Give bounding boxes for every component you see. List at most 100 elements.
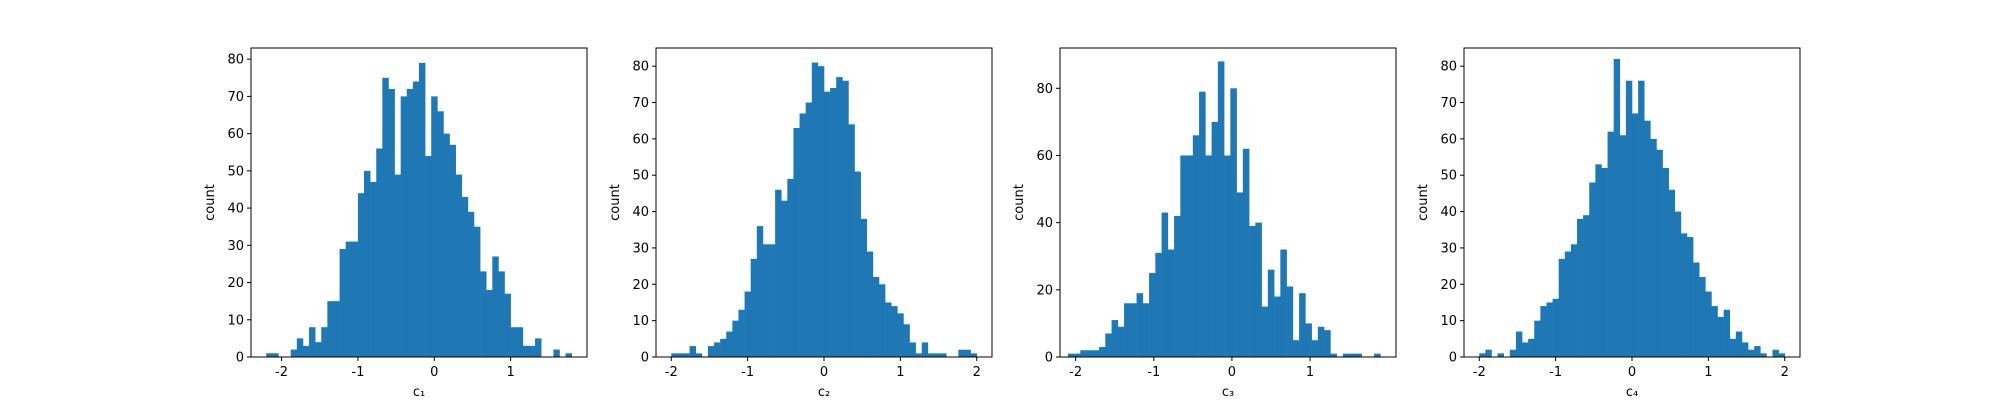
bar (449, 144, 456, 357)
bar (1192, 135, 1200, 357)
y-tick-label: 0 (1449, 351, 1457, 366)
x-tick-label: -2 (1069, 365, 1082, 380)
bar (836, 77, 843, 358)
bar (1662, 167, 1669, 357)
bar (762, 244, 770, 357)
x-tick-label: 0 (430, 365, 438, 380)
bar (498, 271, 505, 357)
bar (909, 342, 916, 357)
bar (1261, 306, 1269, 357)
bar (1686, 237, 1694, 357)
bar (695, 353, 703, 357)
y-axis-label: count (1012, 184, 1027, 221)
x-tick-label: -1 (1549, 365, 1562, 380)
x-axis-label: c₁ (413, 385, 425, 400)
bar (302, 345, 310, 357)
y-tick-label: 80 (1440, 60, 1457, 75)
bar (1267, 269, 1275, 357)
x-axis-label: c₃ (1222, 385, 1234, 400)
y-tick-label: 20 (227, 276, 244, 291)
x-tick-label: 1 (896, 365, 904, 380)
bar (677, 353, 684, 357)
y-tick-label: 0 (1045, 351, 1053, 366)
bar (1522, 342, 1529, 357)
bar (1546, 302, 1553, 357)
bar (1242, 148, 1250, 357)
bar (1230, 88, 1237, 357)
y-tick-label: 60 (227, 127, 244, 142)
bar (1317, 326, 1325, 357)
y-tick-label: 70 (1440, 96, 1457, 111)
y-tick-label: 80 (632, 60, 649, 75)
bar (1292, 340, 1300, 357)
bar (1255, 222, 1262, 357)
y-axis-label: count (1416, 184, 1431, 221)
bar (964, 349, 971, 357)
bar (309, 327, 316, 357)
bar (793, 127, 800, 357)
bar (290, 349, 298, 357)
bar (1760, 353, 1767, 357)
bar (1595, 164, 1602, 357)
bar (370, 182, 377, 357)
y-tick-label: 40 (1036, 216, 1053, 231)
bar (1650, 138, 1657, 357)
bar (1180, 155, 1187, 357)
bar (1086, 350, 1094, 357)
bar (473, 226, 481, 357)
bar (903, 324, 910, 357)
bar (1723, 309, 1731, 357)
bar (364, 170, 371, 357)
bar (1324, 330, 1331, 357)
bar (1349, 353, 1356, 357)
bar (842, 80, 849, 357)
bar (805, 102, 813, 357)
bar (1711, 306, 1718, 357)
bar (1589, 182, 1596, 357)
bar (848, 124, 855, 357)
bar (885, 302, 892, 357)
y-tick-label: 30 (227, 239, 244, 254)
y-tick-label: 60 (632, 132, 649, 147)
bar (1199, 91, 1206, 358)
bar (315, 342, 322, 357)
y-tick-label: 80 (1036, 82, 1053, 97)
bar (528, 345, 536, 357)
bar (443, 133, 450, 357)
bar (1249, 226, 1256, 357)
bar (1067, 353, 1075, 357)
y-tick-label: 70 (227, 90, 244, 105)
bar (933, 353, 941, 357)
bar (799, 113, 806, 357)
x-tick-label: 1 (1704, 365, 1712, 380)
bar (1305, 323, 1312, 357)
bar (357, 193, 365, 357)
bar (1136, 293, 1144, 357)
bar (1644, 120, 1651, 358)
bar (1161, 212, 1169, 357)
x-tick-label: -1 (351, 365, 364, 380)
bar (1342, 353, 1350, 357)
bar (1299, 293, 1306, 357)
bar (714, 342, 721, 357)
x-axis-label: c₄ (1626, 385, 1638, 400)
bar (467, 211, 475, 357)
x-tick-label: 0 (1228, 365, 1236, 380)
bar (510, 327, 518, 357)
bar (1570, 244, 1578, 357)
bar (1167, 249, 1175, 357)
bar (1330, 353, 1337, 357)
bar (921, 342, 929, 357)
bar (1074, 353, 1081, 357)
y-tick-label: 50 (632, 169, 649, 184)
y-tick-label: 10 (632, 314, 649, 329)
bar (1205, 155, 1212, 357)
bar (1754, 346, 1761, 357)
bar (726, 331, 733, 357)
bar (321, 327, 328, 357)
bar (1534, 320, 1541, 357)
x-tick-label: -2 (665, 365, 678, 380)
bar (266, 353, 273, 357)
y-tick-label: 20 (632, 278, 649, 293)
bar (1280, 249, 1287, 357)
